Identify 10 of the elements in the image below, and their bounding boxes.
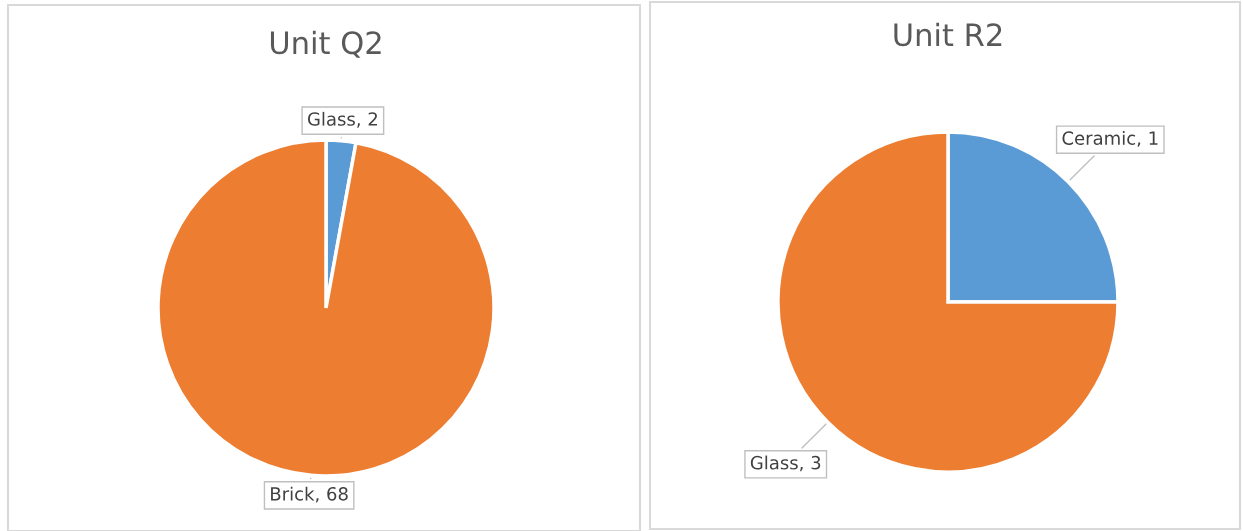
data-label: , 1 <box>1137 131 1158 147</box>
chart-title: Unit Q2 <box>270 30 381 58</box>
data-label: , 2 <box>357 112 377 128</box>
data-label: , 3 <box>800 455 821 472</box>
slice-label: Glass <box>750 455 798 470</box>
slice-label: Ceramic <box>1062 130 1136 145</box>
slice-label: Glass <box>307 111 355 126</box>
data-label: , 68 <box>315 486 348 503</box>
slice-label: Brick <box>271 486 315 501</box>
chart-title: Unit R2 <box>894 22 1002 47</box>
